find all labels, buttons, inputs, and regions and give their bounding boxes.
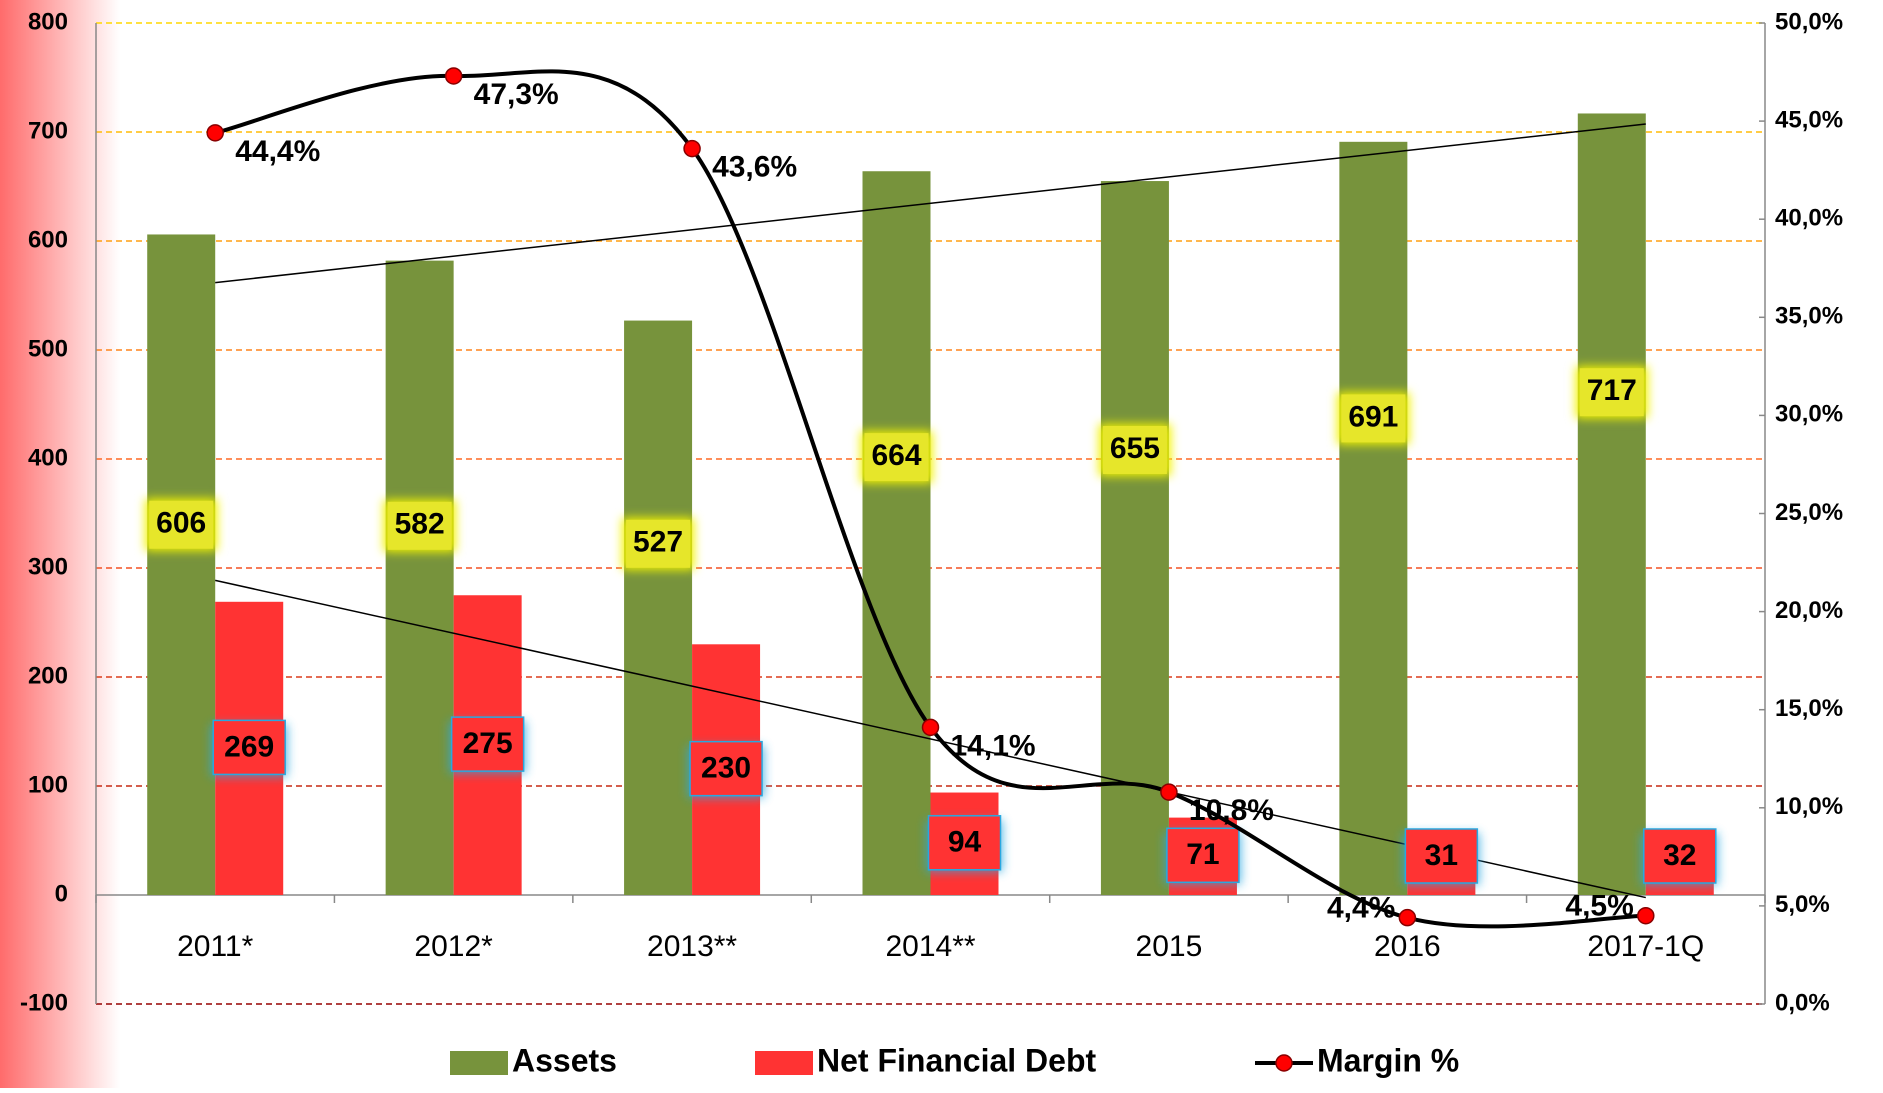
y-tick-label: 100 <box>28 771 68 798</box>
data-label: 94 <box>948 826 982 859</box>
label-box <box>927 815 1002 871</box>
y2-tick-label: 35,0% <box>1775 303 1843 330</box>
y2-tick-label: 40,0% <box>1775 205 1843 232</box>
bar <box>385 260 454 895</box>
y2-tick-label: 30,0% <box>1775 401 1843 428</box>
data-label: 691 <box>1348 400 1398 433</box>
line-marker <box>206 124 224 142</box>
data-label: 582 <box>395 508 445 541</box>
legend-label: Margin % <box>1317 1042 1459 1078</box>
data-label: 606 <box>156 507 206 540</box>
legend-swatch <box>450 1051 508 1075</box>
data-label: 32 <box>1663 839 1696 872</box>
y-tick-label: 600 <box>28 226 68 253</box>
data-label: 44,4% <box>235 135 320 168</box>
data-label: 4,5% <box>1565 890 1633 923</box>
data-label: 717 <box>1587 374 1637 407</box>
data-label: 655 <box>1110 432 1160 465</box>
label-box <box>212 719 286 776</box>
y2-tick-label: 50,0% <box>1775 8 1843 35</box>
y-tick-label: 400 <box>28 444 68 471</box>
data-label: 527 <box>633 526 683 559</box>
legend-swatch <box>755 1051 813 1075</box>
x-tick-label: 2013** <box>647 930 737 963</box>
line <box>214 69 1646 929</box>
label-box <box>1341 394 1406 443</box>
bar <box>862 171 931 896</box>
x-tick-label: 2015 <box>1136 930 1203 963</box>
y2-tick-label: 10,0% <box>1775 793 1843 820</box>
legend-marker <box>1275 1054 1293 1072</box>
data-label: 269 <box>224 730 274 763</box>
trendline <box>215 123 1646 284</box>
y2-tick-label: 15,0% <box>1775 695 1843 722</box>
label-box <box>689 740 763 797</box>
data-label: 43,6% <box>712 150 797 183</box>
data-label: 275 <box>463 727 513 760</box>
line-marker <box>683 139 701 158</box>
side-strip <box>0 0 120 1088</box>
label-box <box>864 433 929 482</box>
data-label: 10,8% <box>1189 794 1274 827</box>
line-marker <box>1398 908 1417 927</box>
bar <box>624 320 693 895</box>
y-tick-label: 300 <box>28 553 68 580</box>
data-label: 664 <box>871 439 921 472</box>
bar <box>147 234 216 895</box>
data-label: 31 <box>1425 839 1458 872</box>
data-label: 47,3% <box>474 78 559 111</box>
y-tick-label: 0 <box>55 880 68 907</box>
bar <box>1339 141 1408 895</box>
label-box <box>450 716 525 772</box>
x-tick-label: 2016 <box>1374 930 1441 963</box>
bar <box>1577 113 1646 896</box>
y-tick-label: 700 <box>28 117 68 144</box>
bar <box>1100 181 1169 896</box>
y-tick-label: 200 <box>28 662 68 689</box>
y-tick-label: 800 <box>28 8 68 35</box>
y-tick-label: -100 <box>20 989 68 1016</box>
y2-tick-label: 20,0% <box>1775 597 1843 624</box>
legend-label: Net Financial Debt <box>817 1042 1097 1078</box>
data-label: 14,1% <box>951 729 1036 762</box>
x-tick-label: 2014** <box>885 930 975 963</box>
line-marker <box>444 67 463 85</box>
legend-label: Assets <box>512 1042 617 1078</box>
y2-tick-label: 45,0% <box>1775 106 1843 133</box>
label-box <box>387 501 452 550</box>
y2-tick-label: 5,0% <box>1775 891 1830 918</box>
data-label: 4,4% <box>1327 892 1395 925</box>
data-label: 71 <box>1186 838 1219 871</box>
label-box <box>1102 426 1167 475</box>
data-label: 230 <box>701 752 751 785</box>
y2-tick-label: 25,0% <box>1775 499 1843 526</box>
label-box <box>626 519 691 568</box>
label-box <box>1166 827 1240 884</box>
x-tick-label: 2011* <box>177 930 254 963</box>
label-box <box>1579 368 1644 417</box>
label-box <box>149 500 214 549</box>
x-tick-label: 2012* <box>414 930 493 963</box>
x-tick-label: 2017-1Q <box>1587 930 1704 963</box>
y-tick-label: 500 <box>28 335 68 362</box>
label-box <box>1643 828 1717 884</box>
y2-tick-label: 0,0% <box>1775 989 1830 1016</box>
line-marker <box>1637 906 1655 925</box>
label-box <box>1404 828 1479 884</box>
line-marker <box>1160 783 1178 801</box>
line-marker <box>921 718 940 737</box>
